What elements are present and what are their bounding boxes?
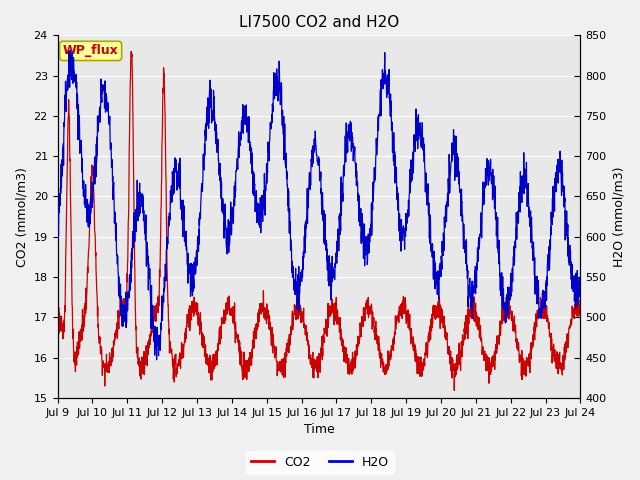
Title: LI7500 CO2 and H2O: LI7500 CO2 and H2O (239, 15, 399, 30)
Y-axis label: H2O (mmol/m3): H2O (mmol/m3) (612, 167, 625, 267)
X-axis label: Time: Time (303, 423, 334, 436)
Text: WP_flux: WP_flux (63, 44, 118, 58)
Y-axis label: CO2 (mmol/m3): CO2 (mmol/m3) (15, 167, 28, 266)
Legend: CO2, H2O: CO2, H2O (246, 451, 394, 474)
